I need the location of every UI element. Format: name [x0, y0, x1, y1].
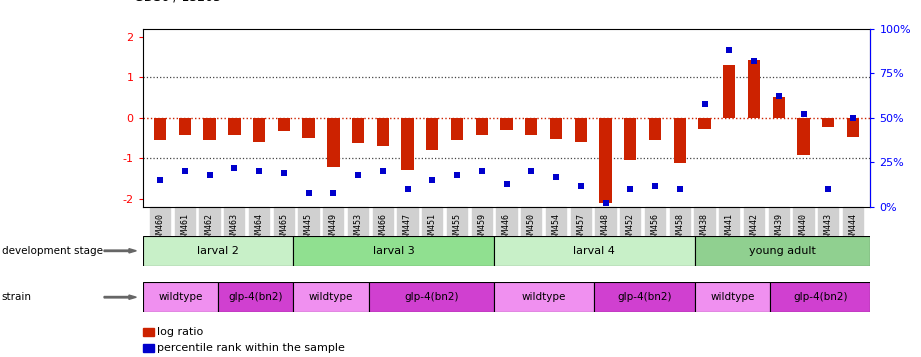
Bar [494, 236, 694, 266]
Text: GDS6 / 13203: GDS6 / 13203 [134, 0, 220, 4]
Text: development stage: development stage [2, 246, 103, 256]
Bar [694, 236, 870, 266]
Text: wildtype: wildtype [522, 292, 566, 302]
Bar [500, 118, 513, 130]
Bar [253, 118, 265, 142]
Bar [451, 118, 463, 140]
Bar [673, 118, 686, 163]
Bar [748, 60, 760, 118]
Bar [327, 118, 340, 167]
Bar [154, 118, 167, 140]
Bar [228, 118, 240, 135]
Text: wildtype: wildtype [158, 292, 203, 302]
Bar [798, 118, 810, 155]
Bar [550, 118, 562, 139]
Bar [377, 118, 389, 146]
Text: wildtype: wildtype [710, 292, 754, 302]
Bar [822, 118, 834, 127]
Text: glp-4(bn2): glp-4(bn2) [793, 292, 847, 302]
Bar [649, 118, 661, 140]
Text: young adult: young adult [749, 246, 816, 256]
Text: glp-4(bn2): glp-4(bn2) [617, 292, 671, 302]
Bar [293, 236, 494, 266]
Bar [293, 282, 368, 312]
Bar [218, 282, 293, 312]
Bar [624, 118, 636, 160]
Bar [402, 118, 414, 170]
Text: larval 2: larval 2 [197, 246, 239, 256]
Bar [352, 118, 364, 143]
Bar [426, 118, 438, 150]
Text: strain: strain [2, 292, 32, 302]
Text: percentile rank within the sample: percentile rank within the sample [157, 343, 345, 353]
Bar [698, 118, 711, 129]
Bar [143, 236, 293, 266]
Text: larval 4: larval 4 [574, 246, 615, 256]
Text: wildtype: wildtype [309, 292, 353, 302]
Bar [525, 118, 538, 135]
Bar [302, 118, 315, 138]
Bar [368, 282, 494, 312]
Bar [179, 118, 191, 135]
Bar [575, 118, 587, 142]
Bar [694, 282, 770, 312]
Bar [494, 282, 594, 312]
Bar [723, 65, 736, 118]
Bar [594, 282, 694, 312]
Bar [770, 282, 870, 312]
Bar [846, 118, 859, 137]
Text: glp-4(bn2): glp-4(bn2) [228, 292, 283, 302]
Bar [143, 282, 218, 312]
Text: glp-4(bn2): glp-4(bn2) [404, 292, 459, 302]
Bar [475, 118, 488, 135]
Bar [773, 97, 785, 118]
Text: log ratio: log ratio [157, 327, 204, 337]
Text: larval 3: larval 3 [373, 246, 414, 256]
Bar [277, 118, 290, 131]
Bar [600, 118, 612, 203]
Bar [204, 118, 216, 140]
